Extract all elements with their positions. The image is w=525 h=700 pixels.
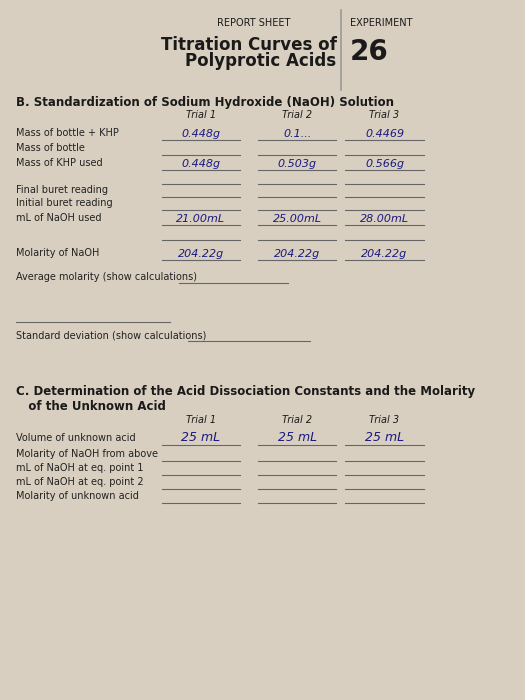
Text: 0.503g: 0.503g xyxy=(278,159,317,169)
Text: C. Determination of the Acid Dissociation Constants and the Molarity: C. Determination of the Acid Dissociatio… xyxy=(16,385,475,398)
Text: 25 mL: 25 mL xyxy=(182,431,220,444)
Text: 28.00mL: 28.00mL xyxy=(360,214,409,224)
Text: 204.22g: 204.22g xyxy=(178,249,224,259)
Text: Mass of bottle: Mass of bottle xyxy=(16,143,85,153)
Text: 204.22g: 204.22g xyxy=(361,249,407,259)
Text: Polyprotic Acids: Polyprotic Acids xyxy=(185,52,337,70)
Text: Standard deviation (show calculations): Standard deviation (show calculations) xyxy=(16,330,206,340)
Text: Molarity of unknown acid: Molarity of unknown acid xyxy=(16,491,139,501)
Text: mL of NaOH used: mL of NaOH used xyxy=(16,213,101,223)
Text: Trial 2: Trial 2 xyxy=(282,110,312,120)
Text: Trial 2: Trial 2 xyxy=(282,415,312,425)
Text: 204.22g: 204.22g xyxy=(274,249,320,259)
Text: EXPERIMENT: EXPERIMENT xyxy=(350,18,412,28)
Text: mL of NaOH at eq. point 2: mL of NaOH at eq. point 2 xyxy=(16,477,143,487)
Text: mL of NaOH at eq. point 1: mL of NaOH at eq. point 1 xyxy=(16,463,143,473)
Text: 0.448g: 0.448g xyxy=(182,159,220,169)
Text: Average molarity (show calculations): Average molarity (show calculations) xyxy=(16,272,197,282)
Text: Molarity of NaOH: Molarity of NaOH xyxy=(16,248,99,258)
Text: 0.1...: 0.1... xyxy=(283,129,311,139)
Text: REPORT SHEET: REPORT SHEET xyxy=(217,18,290,28)
Text: 0.448g: 0.448g xyxy=(182,129,220,139)
Text: of the Unknown Acid: of the Unknown Acid xyxy=(16,400,165,413)
Text: Trial 1: Trial 1 xyxy=(186,110,216,120)
Text: 26: 26 xyxy=(350,38,388,66)
Text: Initial buret reading: Initial buret reading xyxy=(16,198,112,208)
Text: Mass of KHP used: Mass of KHP used xyxy=(16,158,102,168)
Text: Molarity of NaOH from above: Molarity of NaOH from above xyxy=(16,449,158,459)
Text: 0.4469: 0.4469 xyxy=(365,129,404,139)
Text: Final buret reading: Final buret reading xyxy=(16,185,108,195)
Text: Trial 1: Trial 1 xyxy=(186,415,216,425)
Text: Volume of unknown acid: Volume of unknown acid xyxy=(16,433,135,443)
Text: 0.566g: 0.566g xyxy=(365,159,404,169)
Text: B. Standardization of Sodium Hydroxide (NaOH) Solution: B. Standardization of Sodium Hydroxide (… xyxy=(16,96,394,109)
Text: Trial 3: Trial 3 xyxy=(370,415,400,425)
Text: Trial 3: Trial 3 xyxy=(370,110,400,120)
Text: 25.00mL: 25.00mL xyxy=(272,214,322,224)
Text: 25 mL: 25 mL xyxy=(278,431,317,444)
Text: Titration Curves of: Titration Curves of xyxy=(161,36,337,54)
Text: 21.00mL: 21.00mL xyxy=(176,214,226,224)
Text: Mass of bottle + KHP: Mass of bottle + KHP xyxy=(16,128,119,138)
Text: 25 mL: 25 mL xyxy=(365,431,404,444)
